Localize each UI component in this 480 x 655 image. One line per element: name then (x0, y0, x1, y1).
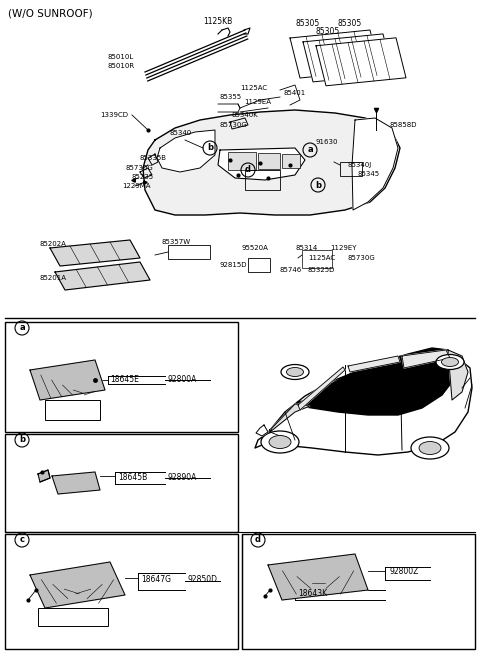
Text: 95520A: 95520A (242, 245, 269, 251)
Bar (302, 250, 332, 268)
Bar (340, 162, 362, 176)
Text: b: b (315, 181, 321, 189)
Text: 18645E: 18645E (110, 375, 139, 383)
Ellipse shape (419, 441, 441, 455)
Text: 85730G: 85730G (220, 122, 248, 128)
Text: a: a (307, 145, 313, 155)
Polygon shape (348, 356, 400, 372)
Polygon shape (157, 130, 215, 172)
Bar (168, 245, 210, 259)
Text: 85746: 85746 (280, 267, 302, 273)
Polygon shape (55, 262, 150, 290)
Text: 91630: 91630 (315, 139, 337, 145)
Polygon shape (30, 562, 125, 608)
Polygon shape (316, 38, 406, 86)
Text: 85010R: 85010R (108, 63, 135, 69)
Text: 92815D: 92815D (220, 262, 248, 268)
Text: 85305: 85305 (315, 28, 339, 37)
Text: b: b (207, 143, 213, 153)
Polygon shape (402, 350, 450, 368)
Ellipse shape (287, 367, 303, 377)
Text: 85340J: 85340J (348, 162, 372, 168)
Text: 85355: 85355 (220, 94, 242, 100)
Text: 85305: 85305 (296, 20, 320, 29)
Polygon shape (30, 360, 105, 400)
Bar (45, 400, 100, 420)
Text: 18645B: 18645B (118, 472, 147, 481)
Text: 92890A: 92890A (168, 472, 197, 481)
Text: 85335B: 85335B (140, 155, 167, 161)
Text: a: a (19, 324, 25, 333)
Polygon shape (50, 240, 140, 266)
Text: 85401: 85401 (284, 90, 306, 96)
Text: 85314: 85314 (295, 245, 317, 251)
Bar (5, 534, 238, 649)
Polygon shape (290, 30, 380, 78)
Polygon shape (38, 470, 50, 482)
Bar (228, 152, 256, 170)
Ellipse shape (281, 364, 309, 379)
Text: 85340: 85340 (170, 130, 192, 136)
Polygon shape (255, 355, 472, 455)
Text: 1229MA: 1229MA (122, 183, 151, 189)
Bar (5, 434, 238, 532)
Polygon shape (352, 118, 398, 210)
Ellipse shape (442, 358, 458, 367)
Text: (W/O SUNROOF): (W/O SUNROOF) (8, 9, 93, 19)
Text: d: d (255, 536, 261, 544)
Ellipse shape (436, 354, 464, 369)
Bar (248, 258, 270, 272)
Text: 92800Z: 92800Z (390, 567, 420, 576)
Text: 85730G: 85730G (125, 165, 153, 171)
Polygon shape (256, 425, 268, 436)
Text: 1125AC: 1125AC (240, 85, 267, 91)
Bar (258, 153, 280, 169)
Text: 85202A: 85202A (40, 241, 67, 247)
Text: 1125AC: 1125AC (308, 255, 335, 261)
Text: 1129EA: 1129EA (244, 99, 271, 105)
Text: 1125KB: 1125KB (204, 18, 233, 26)
Bar (242, 534, 475, 649)
Text: 85325D: 85325D (308, 267, 336, 273)
Ellipse shape (411, 437, 449, 459)
Text: 18647G: 18647G (141, 576, 171, 584)
Polygon shape (295, 348, 458, 415)
Text: 85345: 85345 (358, 171, 380, 177)
Text: d: d (245, 166, 251, 174)
Bar (38, 608, 108, 626)
Polygon shape (218, 148, 305, 180)
Text: 85305: 85305 (338, 20, 362, 29)
Text: b: b (19, 436, 25, 445)
Text: 18643K: 18643K (298, 590, 327, 599)
Text: c: c (20, 536, 24, 544)
Polygon shape (270, 404, 310, 432)
Text: 85010L: 85010L (108, 54, 134, 60)
Text: 92850D: 92850D (188, 576, 218, 584)
Polygon shape (143, 110, 400, 215)
Polygon shape (268, 554, 368, 600)
Bar (5, 322, 238, 432)
Bar (282, 154, 300, 168)
Bar (245, 170, 280, 190)
Text: 92800A: 92800A (168, 375, 197, 383)
Polygon shape (298, 367, 345, 410)
Polygon shape (52, 472, 100, 494)
Text: 85730G: 85730G (348, 255, 376, 261)
Text: 85235: 85235 (132, 174, 154, 180)
Text: 85357W: 85357W (162, 239, 191, 245)
Ellipse shape (269, 436, 291, 449)
Text: 1129EY: 1129EY (330, 245, 357, 251)
Text: 85201A: 85201A (40, 275, 67, 281)
Text: 85340K: 85340K (232, 112, 259, 118)
Text: 85858D: 85858D (390, 122, 418, 128)
Ellipse shape (261, 431, 299, 453)
Text: 1339CD: 1339CD (100, 112, 128, 118)
Polygon shape (303, 34, 393, 82)
Polygon shape (448, 350, 468, 400)
